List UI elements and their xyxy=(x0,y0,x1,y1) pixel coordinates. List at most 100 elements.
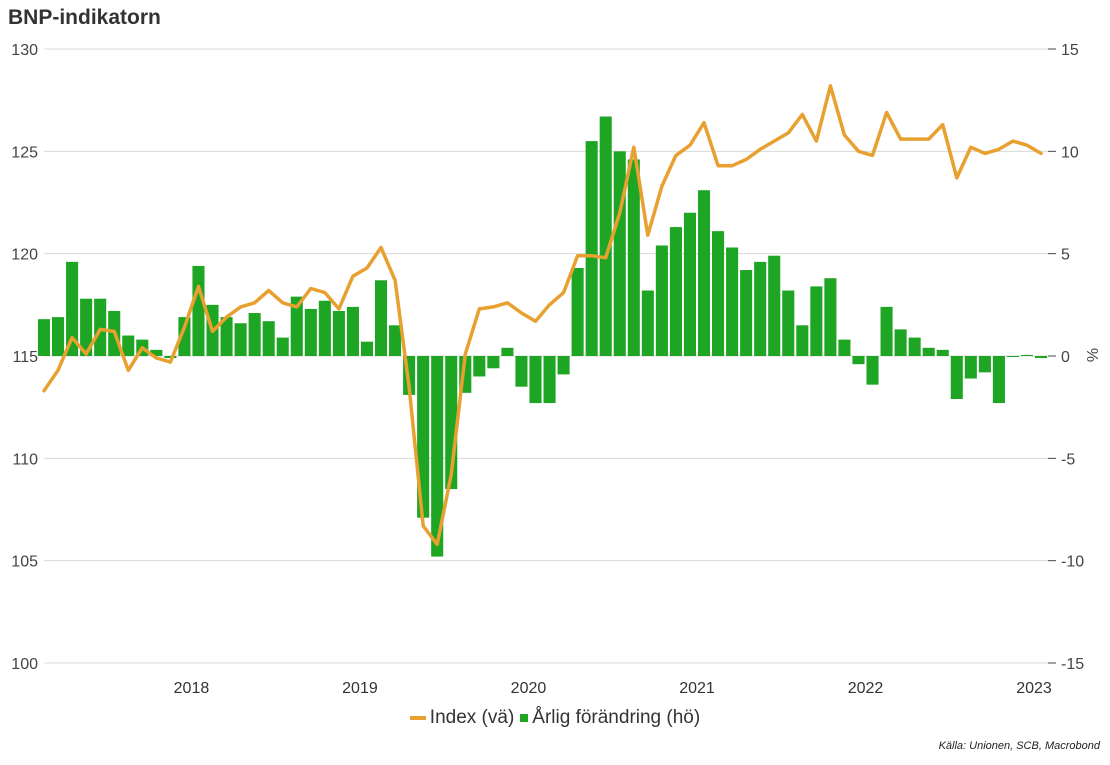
y-left-tick-label: 130 xyxy=(11,42,38,59)
bar xyxy=(908,337,921,356)
legend-box-swatch xyxy=(520,714,529,722)
y-left-tick-label: 115 xyxy=(12,349,38,366)
bar xyxy=(683,212,697,356)
bar xyxy=(501,347,514,356)
bar xyxy=(374,280,388,356)
y-left-tick-label: 105 xyxy=(11,554,38,571)
bar xyxy=(1020,354,1034,356)
bar xyxy=(838,339,851,356)
bar xyxy=(824,278,837,356)
chart-plot: 100 105 110 115 120 125 130 -15 -10 -5 0 5 10 15% 2018… xyxy=(11,42,1102,697)
bar xyxy=(332,310,345,356)
x-tick-label: 2023 xyxy=(1016,680,1052,697)
legend-label-index: Index (vä) xyxy=(429,707,515,728)
x-tick-label: 2021 xyxy=(679,680,715,697)
bar xyxy=(852,356,865,365)
bar xyxy=(894,329,907,356)
bar xyxy=(712,231,725,356)
y-right-tick-label: 5 xyxy=(1061,247,1070,264)
bar xyxy=(94,298,107,356)
bar xyxy=(122,335,135,356)
bar xyxy=(782,290,795,356)
bar xyxy=(599,116,612,356)
legend-item-index[interactable]: Index (vä) xyxy=(409,707,515,729)
legend-label-annual-change: Årlig förändring (hö) xyxy=(532,707,701,728)
bar xyxy=(726,247,739,356)
bar xyxy=(346,306,359,356)
bar xyxy=(754,261,767,356)
bar xyxy=(880,306,893,356)
bar xyxy=(290,296,303,356)
line-series-index xyxy=(42,84,1043,547)
bar xyxy=(1034,356,1048,359)
y-right-axis-label: % xyxy=(1085,348,1102,362)
bar xyxy=(304,308,317,356)
bar xyxy=(529,356,542,404)
bar xyxy=(655,245,668,356)
bar xyxy=(964,356,977,379)
bar xyxy=(389,325,402,356)
bar xyxy=(52,317,65,356)
legend-item-annual-change[interactable]: Årlig förändring (hö) xyxy=(518,707,700,729)
bar xyxy=(473,356,486,377)
bar xyxy=(866,356,879,385)
bar xyxy=(80,298,93,356)
axes: 100 105 110 115 120 125 130 -15 -10 -5 0 5 10 15% 2018… xyxy=(11,42,1102,697)
x-tick-label: 2018 xyxy=(174,680,210,697)
bar xyxy=(360,341,374,356)
bar xyxy=(557,356,570,375)
bar xyxy=(1006,356,1019,358)
bar xyxy=(37,319,51,356)
bar xyxy=(248,313,261,356)
bar xyxy=(936,349,949,356)
bar xyxy=(992,356,1005,404)
bar xyxy=(164,356,177,359)
bar xyxy=(487,356,500,369)
y-left-tick-label: 125 xyxy=(11,144,38,161)
bar xyxy=(810,286,823,356)
x-tick-label: 2022 xyxy=(848,680,884,697)
bar xyxy=(796,325,809,356)
y-right-tick-label: -15 xyxy=(1061,656,1084,673)
bar xyxy=(276,337,289,356)
bar xyxy=(613,151,626,356)
source-note: Källa: Unionen, SCB, Macrobond xyxy=(938,740,1100,752)
bar xyxy=(922,347,935,356)
bar xyxy=(192,265,205,356)
y-right-tick-label: -5 xyxy=(1061,451,1075,468)
bar xyxy=(740,270,753,356)
y-left-tick-label: 110 xyxy=(12,451,38,468)
bar xyxy=(417,356,430,518)
index-line xyxy=(42,84,1043,547)
bar xyxy=(571,267,584,356)
y-right-tick-label: 15 xyxy=(1061,42,1079,59)
bar xyxy=(669,227,682,356)
y-right-tick-label: 10 xyxy=(1061,144,1079,161)
chart-title: BNP-indikatorn xyxy=(8,6,161,29)
legend: Index (vä) Årlig förändring (hö) xyxy=(0,707,1110,729)
bar xyxy=(543,356,556,404)
bar xyxy=(697,190,711,356)
bar xyxy=(318,300,331,356)
bar-series-annual-change xyxy=(37,116,1048,557)
bar xyxy=(950,356,963,399)
bar xyxy=(220,317,233,356)
bar xyxy=(150,349,163,356)
bar xyxy=(585,141,598,356)
bar xyxy=(978,356,991,373)
y-left-tick-label: 120 xyxy=(11,247,38,264)
bar xyxy=(627,159,640,356)
x-tick-label: 2019 xyxy=(342,680,378,697)
bar xyxy=(768,255,781,356)
bar xyxy=(431,356,444,557)
bar xyxy=(641,290,654,356)
bar xyxy=(178,317,191,356)
x-tick-label: 2020 xyxy=(511,680,547,697)
bar xyxy=(66,261,79,356)
bar xyxy=(262,321,275,356)
bar xyxy=(515,356,528,387)
y-right-tick-label: 0 xyxy=(1061,349,1070,366)
bar xyxy=(234,323,247,356)
y-right-tick-label: -10 xyxy=(1061,554,1084,571)
y-left-tick-label: 100 xyxy=(11,656,38,673)
